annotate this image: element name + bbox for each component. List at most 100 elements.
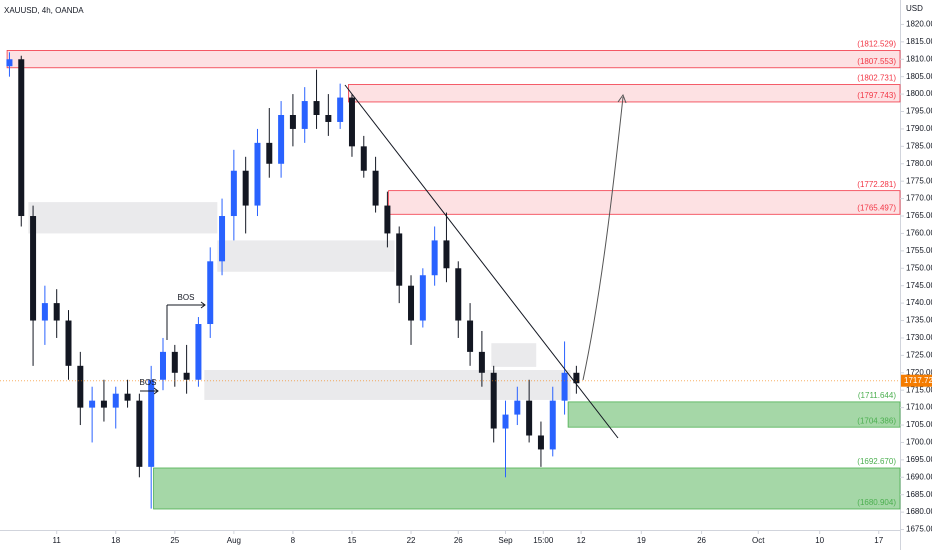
y-tick-label: 1720.000	[906, 368, 932, 377]
candle-body	[490, 372, 497, 429]
price-zone	[6, 50, 901, 69]
price-zone	[153, 467, 901, 510]
y-tick-label: 1765.000	[906, 211, 932, 220]
x-tick-label: 22	[407, 536, 416, 545]
x-tick-label: 15	[348, 536, 357, 545]
y-tick-label: 1775.000	[906, 176, 932, 185]
y-tick-label: 1730.000	[906, 333, 932, 342]
x-tick-label: Oct	[752, 536, 765, 545]
y-tick-label: 1690.000	[906, 472, 932, 481]
x-tick-label: 8	[291, 536, 296, 545]
candle-body	[6, 59, 13, 67]
y-tick-label: 1820.000	[906, 20, 932, 29]
y-tick-label: 1685.000	[906, 490, 932, 499]
candle-body	[526, 400, 533, 436]
y-tick-label: 1710.000	[906, 403, 932, 412]
bos-label: BOS	[178, 293, 195, 302]
candle-body	[549, 400, 556, 450]
candle-body	[195, 324, 202, 380]
candle-body	[183, 372, 190, 380]
x-tick-label: 10	[815, 536, 824, 545]
price-zone	[388, 190, 901, 215]
y-tick-label: 1675.000	[906, 525, 932, 534]
candle-body	[171, 351, 178, 373]
price-zone	[348, 84, 901, 103]
y-tick-label: 1740.000	[906, 298, 932, 307]
projection-arrow	[582, 96, 624, 381]
candle-body	[242, 170, 249, 206]
y-tick-label: 1715.000	[906, 385, 932, 394]
y-tick-label: 1695.000	[906, 455, 932, 464]
gray-zone	[28, 202, 218, 234]
currency: USD	[906, 4, 923, 13]
candle-body	[467, 320, 474, 352]
candle-body	[266, 142, 273, 164]
x-tick-label: 26	[697, 536, 706, 545]
candle-body	[443, 240, 450, 269]
bos-label: BOS	[140, 378, 157, 387]
candle-body	[77, 365, 84, 408]
y-tick-label: 1750.000	[906, 263, 932, 272]
x-tick-label: 17	[874, 536, 883, 545]
y-tick-label: 1805.000	[906, 72, 932, 81]
zone-label: (1692.670)	[857, 457, 896, 466]
candle-body	[18, 59, 25, 217]
candle-body	[30, 216, 37, 321]
candle-body	[313, 101, 320, 115]
candle-body	[254, 142, 261, 206]
x-tick-label: Sep	[498, 536, 513, 545]
x-tick-label: Aug	[227, 536, 241, 545]
last-price-tag	[901, 374, 932, 387]
candle-body	[219, 216, 226, 262]
y-tick-label: 1680.000	[906, 507, 932, 516]
candle-body	[561, 372, 568, 401]
candle-body	[136, 400, 143, 467]
candle-body	[301, 101, 308, 129]
y-tick-label: 1795.000	[906, 107, 932, 116]
candle-body	[360, 146, 367, 171]
candle-body	[348, 97, 355, 147]
candle-body	[207, 261, 214, 325]
arrow-head	[617, 93, 627, 104]
y-tick-label: 1780.000	[906, 159, 932, 168]
bos-arrow	[200, 301, 206, 309]
candle-body	[573, 372, 580, 384]
candle-body	[148, 379, 155, 467]
zone-label: (1704.386)	[857, 416, 896, 425]
x-tick-label: 18	[111, 536, 120, 545]
zone-label: (1711.644)	[858, 391, 896, 400]
candle-body	[408, 285, 415, 321]
candle-body	[41, 303, 48, 321]
candle-body	[537, 435, 544, 450]
zone-label: (1807.553)	[857, 57, 896, 66]
candle-body	[65, 320, 72, 366]
gray-zone	[491, 343, 537, 367]
y-tick-label: 1815.000	[906, 37, 932, 46]
candle-body	[159, 351, 166, 380]
x-tick-label: 19	[637, 536, 646, 545]
zone-label: (1812.529)	[857, 40, 896, 49]
candle-body	[455, 268, 462, 321]
bos-arrow	[153, 387, 159, 395]
candle-body	[419, 275, 426, 321]
candle-body	[230, 170, 237, 217]
candle-body	[502, 414, 509, 429]
candle-body	[89, 400, 96, 408]
y-tick-label: 1745.000	[906, 281, 932, 290]
candle-body	[100, 400, 107, 408]
x-tick-label: 15:00	[533, 536, 554, 545]
zone-label: (1765.497)	[857, 203, 896, 212]
candle-body	[478, 351, 485, 373]
x-tick-label: 12	[577, 536, 586, 545]
y-tick-label: 1755.000	[906, 246, 932, 255]
y-tick-label: 1770.000	[906, 194, 932, 203]
candle-body	[289, 114, 296, 129]
x-tick-label: 26	[454, 536, 463, 545]
candle-body	[396, 233, 403, 286]
chart-title: XAUUSD, 4h, OANDA	[4, 6, 84, 15]
x-tick-label: 11	[53, 536, 62, 545]
y-tick-label: 1760.000	[906, 229, 932, 238]
